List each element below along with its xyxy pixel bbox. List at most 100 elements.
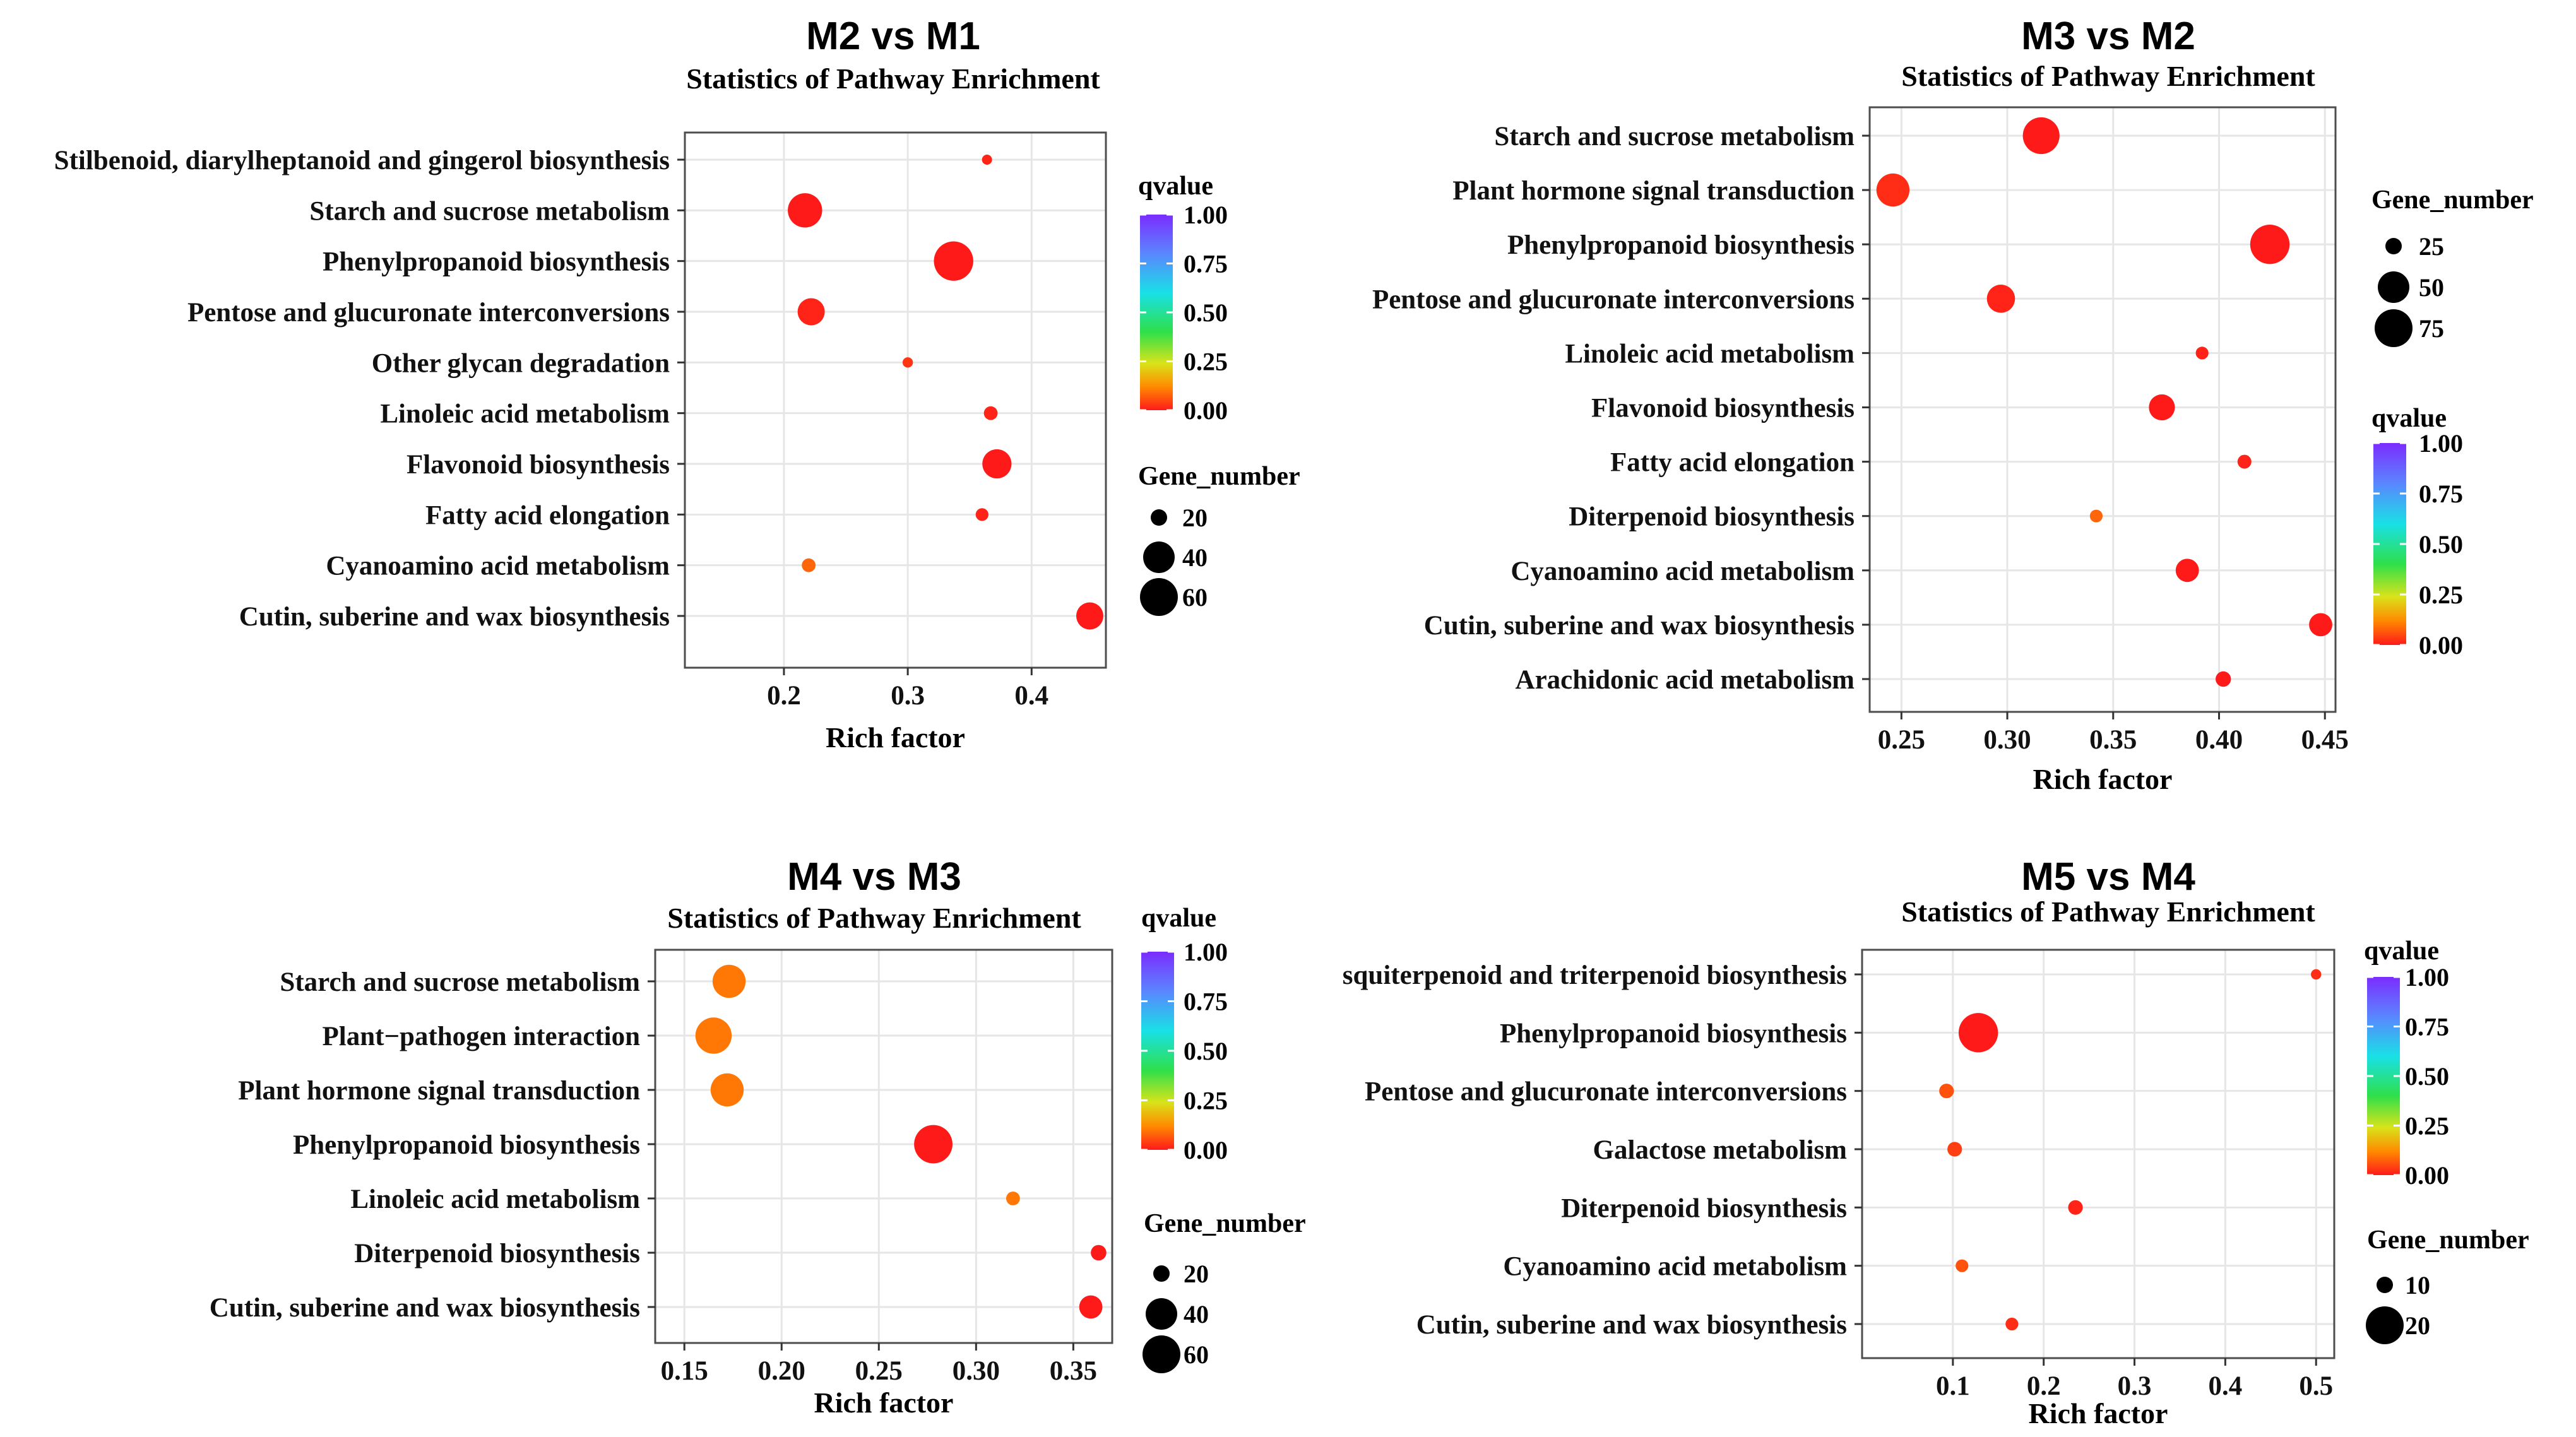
y-tick-label: squiterpenoid and triterpenoid biosynthe… [1343,961,1847,990]
gene-number-legend-label: 20 [1182,504,1208,532]
data-point [982,155,992,165]
data-point [2175,559,2199,582]
qvalue-tick-label: 0.00 [1184,396,1228,425]
gene-number-legend-dot [1140,578,1178,616]
plot-frame [1861,949,2336,1359]
plot-frame [654,949,1113,1344]
qvalue-tick-label: 0.25 [1184,348,1228,376]
y-tick-label: Fatty acid elongation [1610,448,1855,478]
data-point [975,508,988,521]
gene-number-legend-dot [1143,1335,1180,1373]
gene-number-legend-dot [2375,309,2413,347]
y-tick-label: Cutin, suberine and wax biosynthesis [1416,1310,1847,1340]
y-tick-label: Diterpenoid biosynthesis [354,1239,640,1268]
data-point [802,558,816,572]
plot-background [1870,107,2336,712]
x-tick-label: 0.5 [2299,1371,2333,1401]
data-point [710,1073,744,1107]
y-tick-label: Arachidonic acid metabolism [1516,665,1855,695]
y-tick-label: Starch and sucrose metabolism [309,196,670,226]
panel-1: M2 vs M1 Statistics of Pathway Enrichment… [54,15,1300,754]
data-point [914,1125,953,1164]
qvalue-tick-label: 0.25 [1184,1087,1228,1115]
x-tick-label: 0.4 [2209,1371,2243,1401]
data-point [2149,394,2175,421]
y-tick-label: Cutin, suberine and wax biosynthesis [1424,611,1855,641]
gene-number-legend-label: 20 [1184,1260,1209,1288]
data-point [983,406,998,420]
x-tick-label: 0.40 [2195,725,2243,755]
y-tick-label: Linoleic acid metabolism [380,399,670,429]
x-tick-label: 0.2 [2027,1371,2061,1401]
gene-number-legend-label: 75 [2419,314,2444,343]
gene-number-legend-label: 40 [1182,543,1208,572]
x-tick-label: 0.25 [855,1356,903,1386]
panel-title: M4 vs M3 [787,855,961,899]
plot-background [655,950,1112,1343]
qvalue-legend-title: qvalue [1138,172,1213,201]
x-tick-label: 0.2 [767,681,801,711]
qvalue-tick-label: 0.50 [1184,299,1228,327]
qvalue-tick-label: 1.00 [2405,963,2449,991]
y-tick-label: Phenylpropanoid biosynthesis [1507,230,1855,260]
gene-number-legend-dot [1146,1298,1177,1330]
qvalue-tick-label: 0.75 [2419,480,2463,508]
y-tick-label: Cyanoamino acid metabolism [326,552,670,581]
qvalue-legend-title: qvalue [2371,404,2447,433]
qvalue-legend-title: qvalue [1141,904,1216,933]
x-tick-label: 0.3 [2118,1371,2152,1401]
data-point [1956,1259,1969,1272]
gene-number-legend-dot [2366,1306,2404,1344]
gene-number-legend-label: 25 [2419,232,2444,261]
x-axis-label: Rich factor [814,1387,954,1419]
y-tick-label: Galactose metabolism [1593,1135,1848,1165]
data-point [1091,1245,1107,1261]
gene-number-legend-title: Gene_number [2371,186,2534,215]
gene-number-legend-dot [1143,541,1175,573]
y-tick-label: Stilbenoid, diarylheptanoid and gingerol… [54,146,670,175]
y-tick-label: Plant hormone signal transduction [1452,176,1855,206]
y-tick-label: Pentose and glucuronate interconversions [187,298,670,328]
data-point [934,241,973,281]
data-point [2216,671,2231,687]
gene-number-legend-label: 20 [2405,1311,2430,1340]
y-tick-label: Fatty acid elongation [425,500,670,530]
x-tick-label: 0.1 [1936,1371,1970,1401]
x-axis-label: Rich factor [2029,1397,2168,1429]
panel-title: M5 vs M4 [2021,855,2195,899]
x-tick-label: 0.35 [2089,725,2137,755]
data-point [1947,1142,1962,1157]
gene-number-legend-title: Gene_number [1138,462,1300,491]
x-axis-label: Rich factor [2033,763,2173,795]
gene-number-legend-dot [2385,238,2402,254]
y-tick-label: Cutin, suberine and wax biosynthesis [239,602,670,632]
plot-background [685,133,1106,668]
data-point [1876,173,1910,207]
y-tick-label: Starch and sucrose metabolism [1494,122,1855,151]
qvalue-tick-label: 1.00 [1184,201,1228,229]
gene-number-legend-label: 60 [1184,1340,1209,1369]
x-tick-label: 0.20 [758,1356,805,1386]
y-tick-label: Flavonoid biosynthesis [1591,394,1855,423]
qvalue-tick-label: 0.00 [1184,1136,1228,1164]
data-point [2250,225,2290,264]
y-tick-label: Cutin, suberine and wax biosynthesis [210,1293,640,1323]
panel-title: M2 vs M1 [806,15,980,58]
y-tick-label: Cyanoamino acid metabolism [1503,1252,1847,1282]
y-tick-label: Cyanoamino acid metabolism [1511,557,1855,586]
qvalue-tick-label: 0.00 [2419,631,2463,659]
y-tick-label: Diterpenoid biosynthesis [1561,1193,1847,1223]
y-tick-label: Flavonoid biosynthesis [407,450,670,480]
qvalue-tick-label: 0.50 [2405,1062,2449,1091]
qvalue-tick-label: 0.75 [1184,250,1228,278]
x-tick-label: 0.15 [661,1356,708,1386]
y-tick-label: Linoleic acid metabolism [1565,339,1855,369]
qvalue-tick-label: 0.25 [2405,1112,2449,1140]
y-tick-label: Phenylpropanoid biosynthesis [1500,1019,1847,1048]
y-tick-label: Linoleic acid metabolism [350,1185,640,1214]
data-point [1986,285,2015,313]
